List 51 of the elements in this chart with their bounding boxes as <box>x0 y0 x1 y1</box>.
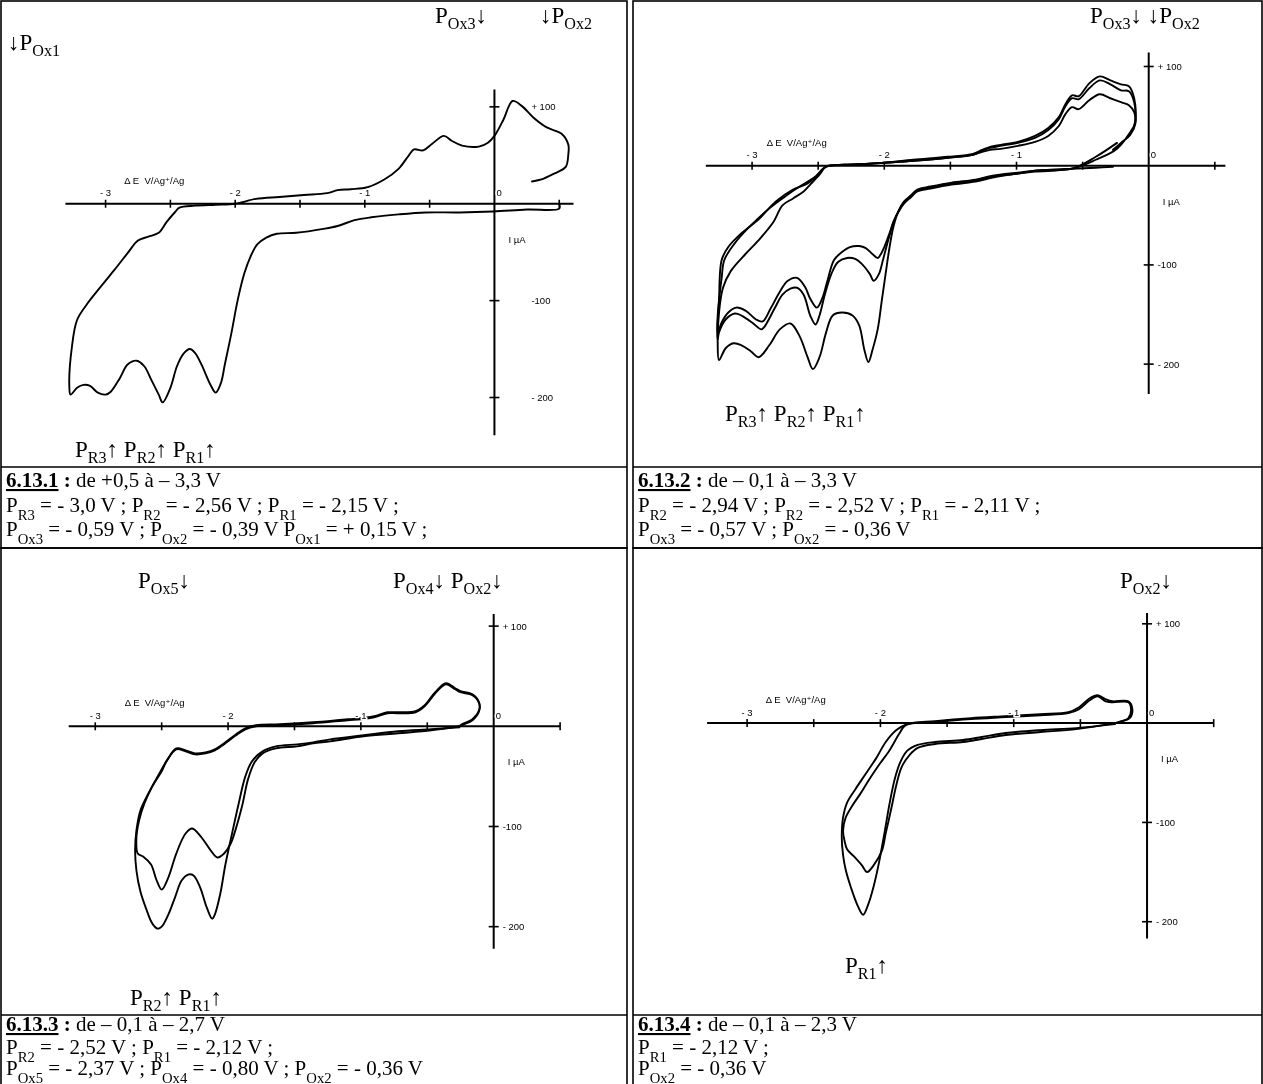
y-tick-label: - 200 <box>1156 916 1178 928</box>
x-tick-label: - 2 <box>874 706 886 718</box>
x-tick-label: - 1 <box>355 709 367 721</box>
y-axis-title: I µA <box>1161 752 1179 764</box>
text: P$_{R3}$↑ P$_{R2}$↑ P$_{R1}$↑ <box>75 436 216 466</box>
x-tick-label: - 3 <box>741 706 753 718</box>
x-axis-title: Δ E V/Ag⁺/Ag <box>124 696 185 708</box>
y-axis-title: I µA <box>1162 195 1181 207</box>
x-tick-label: 0 <box>1150 149 1157 161</box>
x-tick-label: - 1 <box>1008 706 1020 718</box>
y-tick-label: - 200 <box>531 392 554 404</box>
y-tick-label: + 100 <box>1157 60 1182 72</box>
y-tick-label: -100 <box>502 820 522 832</box>
y-tick-label: -100 <box>1156 816 1176 828</box>
text: P$_{R1}$↑ <box>845 952 889 982</box>
text: P$_{Ox3}$↓ <box>435 2 488 32</box>
text: ↓P$_{Ox1}$ <box>8 29 61 59</box>
x-tick-label: - 2 <box>222 709 234 721</box>
text: P$_{R2}$↑ P$_{R1}$↑ <box>130 984 222 1014</box>
text: P$_{Ox2}$↓ <box>1120 567 1173 597</box>
text: ↓P$_{Ox2}$ <box>540 2 593 32</box>
x-tick-label: - 1 <box>359 187 371 199</box>
x-tick-label: 0 <box>495 709 501 721</box>
text: P$_{R3}$↑ P$_{R2}$↑ P$_{R1}$↑ <box>725 400 866 430</box>
text: 6.13.4 : de – 0,1 à – 2,3 V <box>638 1012 857 1036</box>
x-axis-title: Δ E V/Ag⁺/Ag <box>766 136 827 148</box>
y-tick-label: - 200 <box>502 921 525 933</box>
x-tick-label: - 3 <box>100 187 112 199</box>
text: P$_{Ox3}$↓ ↓P$_{Ox2}$ <box>1090 2 1200 32</box>
y-axis-title: I µA <box>507 755 526 767</box>
x-tick-label: - 3 <box>746 149 758 161</box>
text: 6.13.1 : de +0,5 à – 3,3 V <box>6 468 222 492</box>
y-tick-label: -100 <box>531 295 551 307</box>
text: 6.13.2 : de – 0,1 à – 3,3 V <box>638 468 857 492</box>
y-tick-label: + 100 <box>502 620 527 632</box>
x-tick-label: - 1 <box>1010 149 1023 161</box>
text: 6.13.3 : de – 0,1 à – 2,7 V <box>6 1012 225 1036</box>
x-tick-label: 0 <box>496 187 502 199</box>
y-tick-label: -100 <box>1157 259 1177 271</box>
y-tick-label: - 200 <box>1157 358 1180 370</box>
x-tick-label: 0 <box>1149 706 1155 718</box>
x-axis-title: Δ E V/Ag⁺/Ag <box>765 693 826 705</box>
x-tick-label: - 3 <box>89 709 101 721</box>
y-axis-title: I µA <box>508 233 527 245</box>
x-tick-label: - 2 <box>229 187 241 199</box>
text: P$_{Ox5}$↓ <box>138 567 191 597</box>
y-tick-label: + 100 <box>531 101 556 113</box>
text: P$_{Ox4}$↓ P$_{Ox2}$↓ <box>393 567 503 597</box>
x-axis-title: Δ E V/Ag⁺/Ag <box>124 174 185 186</box>
x-tick-label: - 2 <box>878 149 890 161</box>
y-tick-label: + 100 <box>1156 618 1181 630</box>
